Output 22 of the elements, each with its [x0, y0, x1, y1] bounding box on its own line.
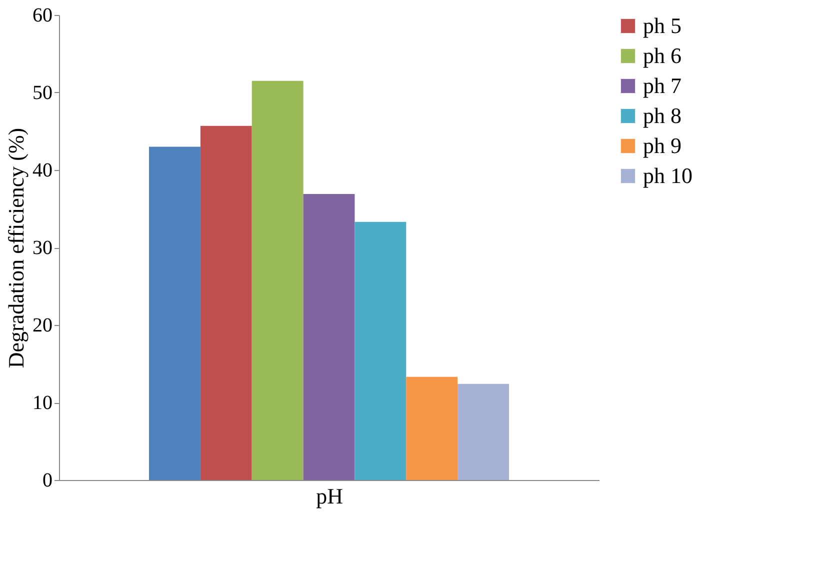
- bar: [200, 126, 252, 480]
- legend-label: ph 5: [643, 13, 682, 38]
- y-tick-label: 20: [32, 314, 52, 336]
- bar: [354, 222, 406, 480]
- legend-label: ph 7: [643, 73, 682, 98]
- bar: [149, 146, 200, 480]
- y-axis-title: Degradation efficiency (%): [4, 128, 28, 368]
- y-tick-label: 40: [32, 160, 52, 182]
- legend-label: ph 10: [643, 163, 692, 188]
- y-tick-label: 60: [32, 4, 52, 26]
- bar: [252, 80, 304, 480]
- bar: [406, 376, 458, 480]
- y-tick-label: 50: [32, 82, 52, 104]
- y-tick-label: 10: [32, 392, 52, 414]
- legend-label: ph 6: [643, 43, 682, 68]
- x-axis-title: pH: [316, 484, 344, 508]
- legend-label: ph 9: [643, 133, 682, 158]
- legend-label: ph 8: [643, 103, 682, 128]
- bar: [458, 384, 509, 480]
- y-tick-label: 30: [32, 237, 52, 259]
- bar: [303, 194, 355, 480]
- y-tick-label: 0: [42, 470, 52, 492]
